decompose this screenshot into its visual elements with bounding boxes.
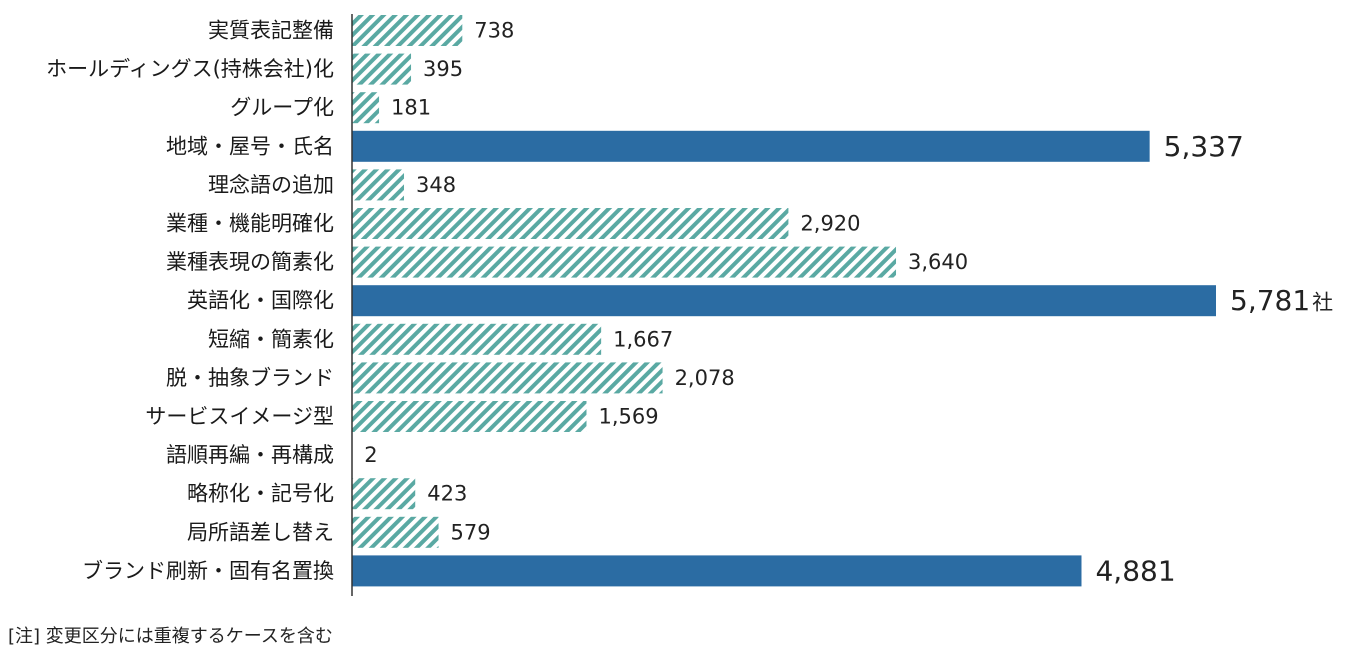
bar-2: [352, 53, 412, 85]
category-labels: 実質表記整備ホールディングス(持株会社)化グループ化地域・屋号・氏名理念語の追加…: [46, 19, 334, 583]
value-labels: 738 395 181 5,337 348 2,920 3,640 5,781 社 1,6672,…: [364, 19, 1333, 588]
footnote: [注] 変更区分には重複するケースを含む: [8, 626, 333, 647]
category-label-1: 実質表記整備: [208, 19, 334, 43]
category-label-13: 略称化・記号化: [187, 482, 334, 506]
value-label-4: 5,337: [1164, 130, 1244, 163]
category-label-15: ブランド刷新・固有名置換: [82, 559, 334, 583]
value-label-8: 5,781: [1230, 284, 1310, 317]
category-label-9: 短縮・簡素化: [208, 327, 334, 351]
bar-4: [352, 130, 1150, 162]
value-label-3: 181: [391, 96, 431, 120]
value-label-6: 2,920: [800, 212, 860, 236]
category-label-11: サービスイメージ型: [145, 405, 334, 429]
bar-5: [352, 169, 405, 201]
bar-8: [352, 285, 1216, 317]
bar-14: [352, 516, 439, 548]
bar-9: [352, 323, 602, 355]
bar-15: [352, 555, 1082, 587]
value-label-1: 738: [474, 19, 514, 43]
category-label-8: 英語化・国際化: [187, 289, 334, 313]
category-label-7: 業種表現の簡素化: [166, 250, 334, 274]
bar-1: [352, 15, 463, 46]
unit-suffix-label: 社: [1312, 291, 1333, 315]
category-label-4: 地域・屋号・氏名: [166, 134, 334, 158]
bar-6: [352, 208, 789, 239]
value-label-13: 423: [427, 482, 467, 506]
value-label-15: 4,881: [1095, 554, 1175, 587]
bar-7: [352, 246, 897, 278]
value-label-2: 395: [423, 57, 463, 81]
value-label-12: 2: [364, 443, 377, 467]
category-label-10: 脱・抽象ブランド: [166, 366, 334, 390]
category-label-3: グループ化: [230, 96, 334, 120]
value-label-9: 1,667: [613, 327, 673, 351]
bars: [352, 15, 1216, 587]
category-label-2: ホールディングス(持株会社)化: [46, 57, 334, 81]
value-label-5: 348: [416, 173, 456, 197]
bar-10: [352, 362, 663, 394]
category-label-14: 局所語差し替え: [187, 520, 334, 544]
bar-11: [352, 401, 587, 432]
value-label-11: 1,569: [598, 405, 658, 429]
category-label-12: 語順再編・再構成: [166, 443, 334, 467]
bar-13: [352, 478, 416, 510]
value-label-14: 579: [451, 520, 491, 544]
category-label-6: 業種・機能明確化: [166, 212, 334, 236]
bar-3: [352, 92, 380, 124]
category-label-5: 理念語の追加: [208, 173, 334, 197]
value-label-7: 3,640: [908, 250, 968, 274]
value-label-10: 2,078: [675, 366, 735, 390]
